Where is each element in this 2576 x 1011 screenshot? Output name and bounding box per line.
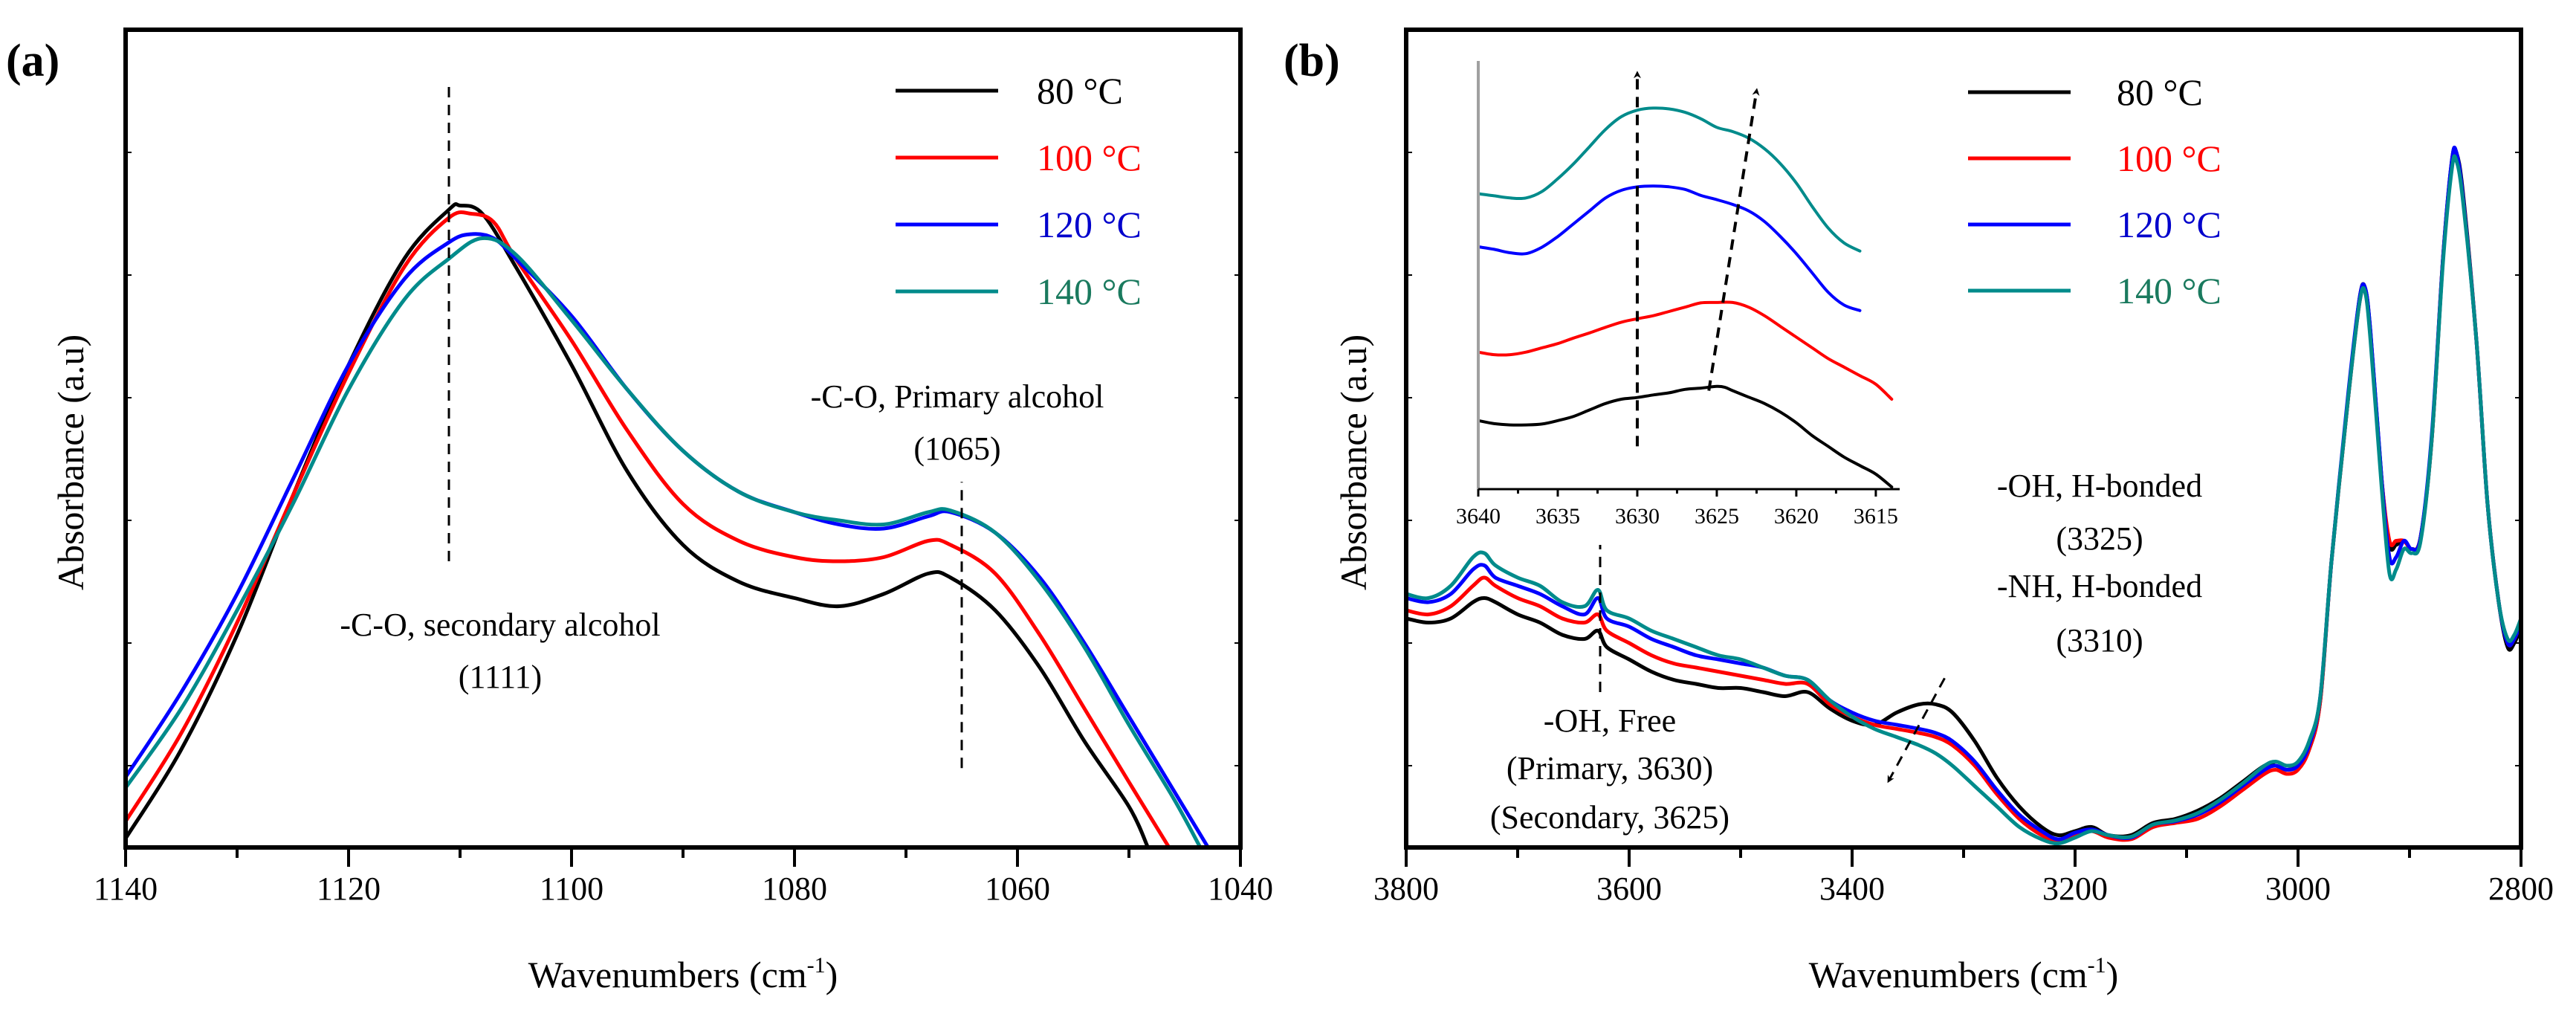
annotation-oh-hbonded-value: (3325) <box>2056 520 2143 557</box>
panel-b-label: (b) <box>1284 36 1340 86</box>
panel-a-y-ticks <box>126 152 1240 766</box>
inset-series-line-80-c <box>1477 384 1894 489</box>
panel-a-legend: 80 °C 100 °C 120 °C 140 °C <box>896 70 1142 312</box>
legend-label-80-c: 80 °C <box>2117 71 2203 113</box>
annotation-free-oh-label: -OH, Free <box>1544 702 1676 739</box>
x-tick-label: 1100 <box>540 871 603 907</box>
x-tick-label: 1060 <box>985 871 1050 907</box>
x-tick-label: 3600 <box>1596 871 1662 907</box>
series-line-140-c <box>1406 154 2521 846</box>
panel-b: (b) -OH, Free (Primary, 3630) (Secondary… <box>1284 28 2554 995</box>
legend-label-140-c: 140 °C <box>2117 270 2221 311</box>
x-tick-label: 2800 <box>2488 871 2554 907</box>
legend-label-120-c: 120 °C <box>1037 204 1142 245</box>
x-tick-label: 3200 <box>2042 871 2108 907</box>
inset-x-ticks: 3640 3635 3630 3625 3620 3615 <box>1456 489 1898 529</box>
x-tick-label: 3400 <box>1819 871 1885 907</box>
panel-b-x-axis-title: Wavenumbers (cm-1) <box>1809 953 2119 995</box>
panel-b-annotations: -OH, Free (Primary, 3630) (Secondary, 36… <box>1490 468 2202 836</box>
annotation-free-oh-secondary: (Secondary, 3625) <box>1490 799 1729 836</box>
panel-a-y-axis-title: Absorbance (a.u) <box>50 335 91 590</box>
annotation-nh-hbonded-value: (3310) <box>2056 622 2143 659</box>
inset-series-line-140-c <box>1477 106 1862 253</box>
annotation-primary-alcohol-label: -C-O, Primary alcohol <box>811 378 1104 415</box>
panel-b-x-axis: 3800 3600 3400 3200 3000 2800 <box>1373 847 2554 907</box>
panel-b-y-ticks <box>1406 152 2521 766</box>
series-line-100-c <box>126 210 1171 847</box>
annotation-oh-hbonded-label: -OH, H-bonded <box>1997 468 2202 504</box>
annotation-primary-alcohol-value: (1065) <box>913 430 1000 467</box>
annotation-nh-hbonded-label: -NH, H-bonded <box>1997 568 2202 604</box>
legend-label-120-c: 120 °C <box>2117 204 2221 245</box>
panel-a: (a) -C-O, secondary alcohol (1111) -C-O,… <box>6 28 1273 995</box>
inset-series-line-100-c <box>1477 300 1894 401</box>
legend-label-100-c: 100 °C <box>2117 138 2221 179</box>
panel-a-annotations: -C-O, secondary alcohol (1111) -C-O, Pri… <box>340 87 1104 769</box>
legend-label-80-c: 80 °C <box>1037 70 1123 112</box>
x-tick-label: 1120 <box>317 871 381 907</box>
inset-x-tick-label: 3620 <box>1774 504 1819 529</box>
legend-label-100-c: 100 °C <box>1037 137 1142 178</box>
panel-b-y-axis-title: Absorbance (a.u) <box>1333 335 1374 590</box>
annotation-secondary-alcohol-value: (1111) <box>459 659 542 695</box>
annotation-free-oh-primary: (Primary, 3630) <box>1507 750 1713 786</box>
x-tick-label: 3800 <box>1373 871 1439 907</box>
series-line-120-c <box>126 232 1210 847</box>
inset-series-group <box>1477 106 1894 489</box>
inset-arrows <box>1633 71 1760 447</box>
panel-a-label: (a) <box>6 36 59 86</box>
panel-a-x-axis: 1140 1120 1100 1080 1060 1040 <box>94 847 1273 907</box>
annotation-secondary-alcohol-label: -C-O, secondary alcohol <box>340 607 660 643</box>
panel-a-series-group <box>126 202 1210 847</box>
inset-x-tick-label: 3635 <box>1535 504 1580 529</box>
x-tick-label: 1040 <box>1208 871 1273 907</box>
series-line-140-c <box>126 236 1203 847</box>
annotation-arrow-hbonded-shift <box>1887 677 1946 784</box>
inset-shift-arrow <box>1707 88 1760 391</box>
panel-b-series-group <box>1406 146 2521 846</box>
x-tick-label: 3000 <box>2265 871 2331 907</box>
inset-x-tick-label: 3640 <box>1456 504 1501 529</box>
x-tick-label: 1140 <box>94 871 158 907</box>
inset-x-tick-label: 3625 <box>1695 504 1739 529</box>
panel-b-inset: 3640 3635 3630 3625 3620 3615 <box>1456 61 1900 529</box>
inset-x-tick-label: 3615 <box>1854 504 1898 529</box>
panel-b-legend: 80 °C 100 °C 120 °C 140 °C <box>1968 71 2221 311</box>
inset-series-line-120-c <box>1477 184 1862 312</box>
panel-a-x-axis-title: Wavenumbers (cm-1) <box>528 953 838 995</box>
inset-x-tick-label: 3630 <box>1615 504 1660 529</box>
legend-label-140-c: 140 °C <box>1037 271 1142 312</box>
x-tick-label: 1080 <box>762 871 827 907</box>
